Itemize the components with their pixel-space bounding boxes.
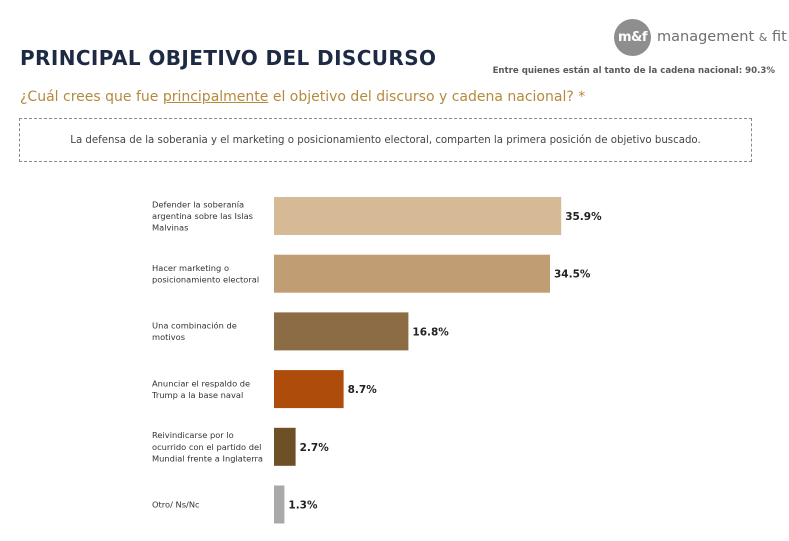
- category-label-line: Una combinación de: [152, 321, 237, 331]
- bar-value-label-4: 2.7%: [300, 442, 330, 454]
- category-label-line: Reivindicarse por lo: [152, 430, 234, 440]
- question-emphasis: principalmente: [162, 89, 269, 105]
- question-suffix: el objetivo del discurso y cadena nacion…: [268, 89, 586, 105]
- bar-value-label-5: 1.3%: [288, 500, 318, 512]
- category-label-5: Otro/ Ns/Nc: [152, 500, 200, 510]
- page-title: PRINCIPAL OBJETIVO DEL DISCURSO: [20, 46, 437, 70]
- bar-value-label-1: 34.5%: [554, 269, 591, 281]
- category-label-line: Defender la soberanía: [152, 199, 244, 209]
- brand-logo: m&f management & fit: [614, 18, 787, 56]
- bar-5: [274, 485, 285, 524]
- survey-question: ¿Cuál crees que fue principalmente el ob…: [20, 89, 585, 105]
- category-label-line: Trump a la base naval: [151, 390, 243, 400]
- bar-3: [274, 370, 344, 409]
- category-label-line: ocurrido con el partido del: [152, 442, 261, 452]
- category-label-line: posicionamiento electoral: [152, 275, 259, 285]
- bar-value-label-3: 8.7%: [348, 384, 378, 396]
- category-label-line: Malvinas: [152, 223, 188, 233]
- callout-box: La defensa de la soberania y el marketin…: [19, 118, 752, 162]
- logo-text-end: fit: [771, 29, 787, 45]
- logo-mark: m&f: [614, 18, 651, 56]
- category-label-line: Mundial frente a Inglaterra: [152, 453, 263, 463]
- question-prefix: ¿Cuál crees que fue: [20, 89, 163, 105]
- callout-text: La defensa de la soberania y el marketin…: [70, 134, 701, 146]
- category-label-1: Hacer marketing o posicionamiento elector…: [152, 263, 259, 285]
- logo-text-main: management: [657, 29, 755, 45]
- bar-2: [274, 312, 409, 351]
- category-label-line: Hacer marketing o: [152, 263, 229, 273]
- bar-1: [274, 254, 550, 293]
- category-label-line: argentina sobre las Islas: [152, 211, 253, 221]
- logo-text-amp: &: [758, 31, 768, 44]
- category-label-line: Otro/ Ns/Nc: [152, 500, 200, 510]
- bar-value-label-0: 35.9%: [565, 211, 602, 223]
- category-label-line: Anunciar el respaldo de: [152, 378, 250, 388]
- category-label-3: Anunciar el respaldo de Trump a la base n…: [151, 378, 250, 400]
- logo-text: management & fit: [657, 29, 787, 45]
- bar-0: [274, 197, 562, 235]
- category-label-2: Una combinación de motivos: [152, 321, 237, 343]
- category-label-0: Defender la soberanía argentina sobre las…: [152, 199, 253, 232]
- bar-value-label-2: 16.8%: [412, 326, 449, 338]
- category-label-4: Reivindicarse por lo ocurrido con el part…: [152, 430, 263, 463]
- bar-4: [274, 427, 296, 466]
- awareness-note: Entre quienes están al tanto de la caden…: [492, 66, 775, 76]
- category-label-line: motivos: [152, 332, 185, 342]
